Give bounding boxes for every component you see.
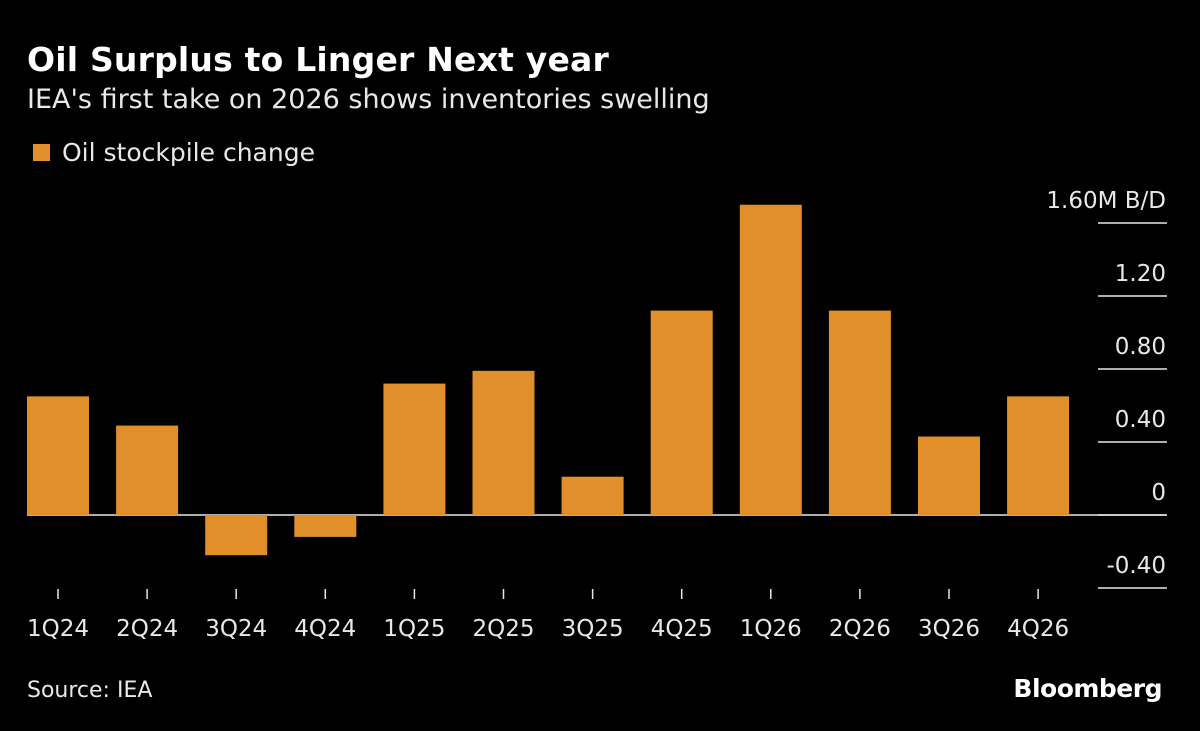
x-tick-label: 4Q25	[651, 616, 713, 642]
bloomberg-logo: Bloomberg	[1013, 674, 1162, 703]
x-tick-label: 1Q24	[27, 616, 89, 642]
x-tick-label: 2Q26	[829, 616, 891, 642]
x-tick-label: 1Q25	[383, 616, 445, 642]
legend-label: Oil stockpile change	[62, 138, 315, 167]
x-tick-label: 3Q24	[205, 616, 267, 642]
y-tick-label: 1.60M B/D	[1046, 188, 1166, 214]
x-tick-label: 2Q24	[116, 616, 178, 642]
y-tick-label: -0.40	[1106, 553, 1166, 579]
bar-1q25	[383, 383, 446, 515]
x-tick-label: 3Q25	[562, 616, 624, 642]
y-tick-label: 1.20	[1115, 261, 1166, 287]
legend: Oil stockpile change	[33, 138, 315, 167]
chart-title: Oil Surplus to Linger Next year	[27, 40, 609, 79]
bar-3q24	[205, 515, 268, 556]
source-note: Source: IEA	[27, 678, 153, 703]
x-tick-label: 4Q26	[1007, 616, 1069, 642]
y-tick-label: 0	[1151, 480, 1166, 506]
chart-subtitle: IEA's first take on 2026 shows inventori…	[27, 84, 710, 115]
y-tick-label: 0.40	[1115, 407, 1166, 433]
x-tick-label: 1Q26	[740, 616, 802, 642]
legend-swatch	[33, 144, 50, 161]
bar-2q26	[828, 310, 891, 515]
x-tick-label: 2Q25	[472, 616, 534, 642]
x-tick-label: 3Q26	[918, 616, 980, 642]
bar-2q25	[472, 370, 535, 515]
bar-3q26	[918, 436, 980, 515]
bar-4q24	[294, 515, 357, 537]
bar-4q25	[650, 310, 713, 515]
bar-1q26	[739, 204, 802, 515]
bar-4q26	[1007, 396, 1070, 515]
y-tick-label: 0.80	[1115, 334, 1166, 360]
x-tick-label: 4Q24	[294, 616, 356, 642]
bar-1q24	[27, 396, 89, 515]
bar-3q25	[561, 476, 624, 515]
bar-2q24	[116, 425, 179, 515]
